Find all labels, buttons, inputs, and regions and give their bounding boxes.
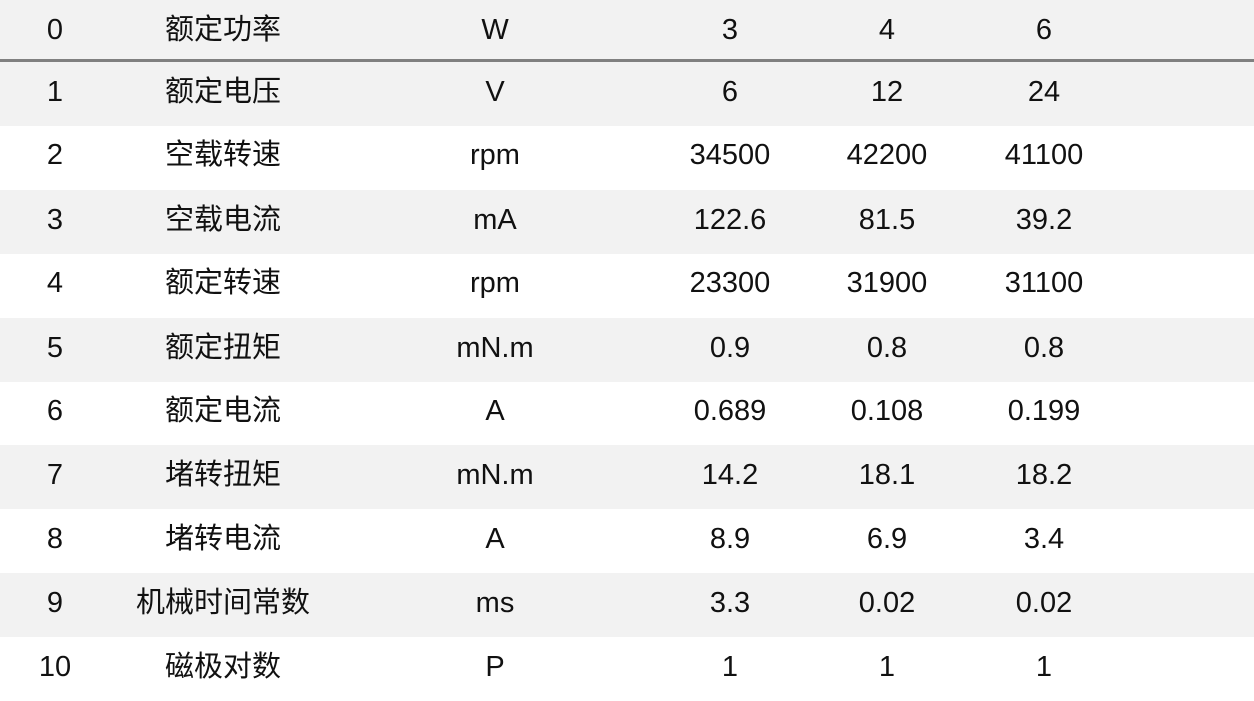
cell-value-a: 3 [721, 14, 739, 46]
table-row: 5 额定扭矩 mN.m 0.9 0.8 0.8 [0, 318, 1254, 382]
cell-parameter: 额定转速 [164, 267, 282, 299]
cell-index: 1 [46, 76, 64, 108]
cell-parameter: 堵转扭矩 [164, 459, 282, 491]
cell-index: 6 [46, 395, 64, 427]
cell-index: 9 [46, 587, 64, 619]
cell-value-c: 41100 [1004, 139, 1084, 171]
cell-index: 3 [46, 204, 64, 236]
cell-value-c: 0.8 [1023, 332, 1065, 364]
cell-value-a: 3.3 [709, 587, 751, 619]
cell-value-c: 39.2 [1015, 204, 1073, 236]
table-row: 2 空载转速 rpm 34500 42200 41100 [0, 125, 1254, 189]
cell-index: 4 [46, 267, 64, 299]
cell-value-b: 31900 [846, 267, 928, 299]
cell-value-b: 0.02 [858, 587, 916, 619]
table-row: 1 额定电压 V 6 12 24 [0, 62, 1254, 126]
cell-parameter: 空载电流 [164, 204, 282, 236]
cell-parameter: 额定电压 [164, 76, 282, 108]
cell-index: 2 [46, 139, 64, 171]
cell-unit: W [481, 14, 509, 46]
cell-parameter: 额定电流 [164, 395, 282, 427]
cell-value-b: 0.8 [866, 332, 908, 364]
cell-parameter: 额定扭矩 [164, 332, 282, 364]
table-row: 4 额定转速 rpm 23300 31900 31100 [0, 253, 1254, 317]
cell-value-a: 23300 [689, 267, 771, 299]
cell-value-c: 1 [1035, 651, 1053, 683]
cell-value-b: 1 [878, 651, 896, 683]
cell-index: 8 [46, 523, 64, 555]
cell-parameter: 堵转电流 [164, 523, 282, 555]
cell-value-b: 12 [870, 76, 904, 108]
cell-unit: V [485, 76, 505, 108]
cell-value-b: 6.9 [866, 523, 908, 555]
cell-index: 0 [46, 14, 64, 46]
cell-value-b: 18.1 [858, 459, 916, 491]
cell-value-b: 81.5 [858, 204, 916, 236]
cell-value-b: 4 [878, 14, 896, 46]
table-row: 3 空载电流 mA 122.6 81.5 39.2 [0, 190, 1254, 254]
cell-parameter: 空载转速 [164, 139, 282, 171]
cell-value-c: 6 [1035, 14, 1053, 46]
table-row: 8 堵转电流 A 8.9 6.9 3.4 [0, 509, 1254, 573]
cell-unit: mN.m [456, 459, 534, 491]
table-row: 10 磁极对数 P 1 1 1 [0, 637, 1254, 701]
cell-value-a: 0.9 [709, 332, 751, 364]
cell-value-c: 0.02 [1015, 587, 1073, 619]
cell-index: 5 [46, 332, 64, 364]
cell-unit: mN.m [456, 332, 534, 364]
cell-unit: rpm [470, 139, 520, 171]
cell-parameter: 磁极对数 [164, 651, 282, 683]
cell-index: 10 [38, 651, 72, 683]
cell-parameter: 额定功率 [164, 14, 282, 46]
cell-value-c: 24 [1027, 76, 1061, 108]
cell-value-c: 0.199 [1007, 395, 1081, 427]
table-row: 9 机械时间常数 ms 3.3 0.02 0.02 [0, 573, 1254, 637]
cell-unit: mA [473, 204, 517, 236]
cell-value-c: 31100 [1004, 267, 1084, 299]
cell-value-c: 18.2 [1015, 459, 1073, 491]
cell-value-b: 0.108 [850, 395, 924, 427]
table-header-row: 0 额定功率 W 3 4 6 [0, 0, 1254, 64]
cell-value-c: 3.4 [1023, 523, 1065, 555]
cell-unit: A [485, 395, 505, 427]
cell-value-a: 0.689 [693, 395, 767, 427]
cell-index: 7 [46, 459, 64, 491]
cell-value-a: 14.2 [701, 459, 759, 491]
table-row: 6 额定电流 A 0.689 0.108 0.199 [0, 381, 1254, 445]
cell-value-b: 42200 [846, 139, 928, 171]
cell-parameter: 机械时间常数 [135, 587, 311, 619]
cell-unit: rpm [470, 267, 520, 299]
cell-value-a: 8.9 [709, 523, 751, 555]
cell-unit: A [485, 523, 505, 555]
cell-value-a: 6 [721, 76, 739, 108]
cell-unit: ms [475, 587, 515, 619]
cell-value-a: 34500 [689, 139, 771, 171]
table-row: 7 堵转扭矩 mN.m 14.2 18.1 18.2 [0, 445, 1254, 509]
cell-value-a: 122.6 [693, 204, 767, 236]
cell-value-a: 1 [721, 651, 739, 683]
cell-unit: P [485, 651, 505, 683]
header-divider [0, 59, 1254, 62]
